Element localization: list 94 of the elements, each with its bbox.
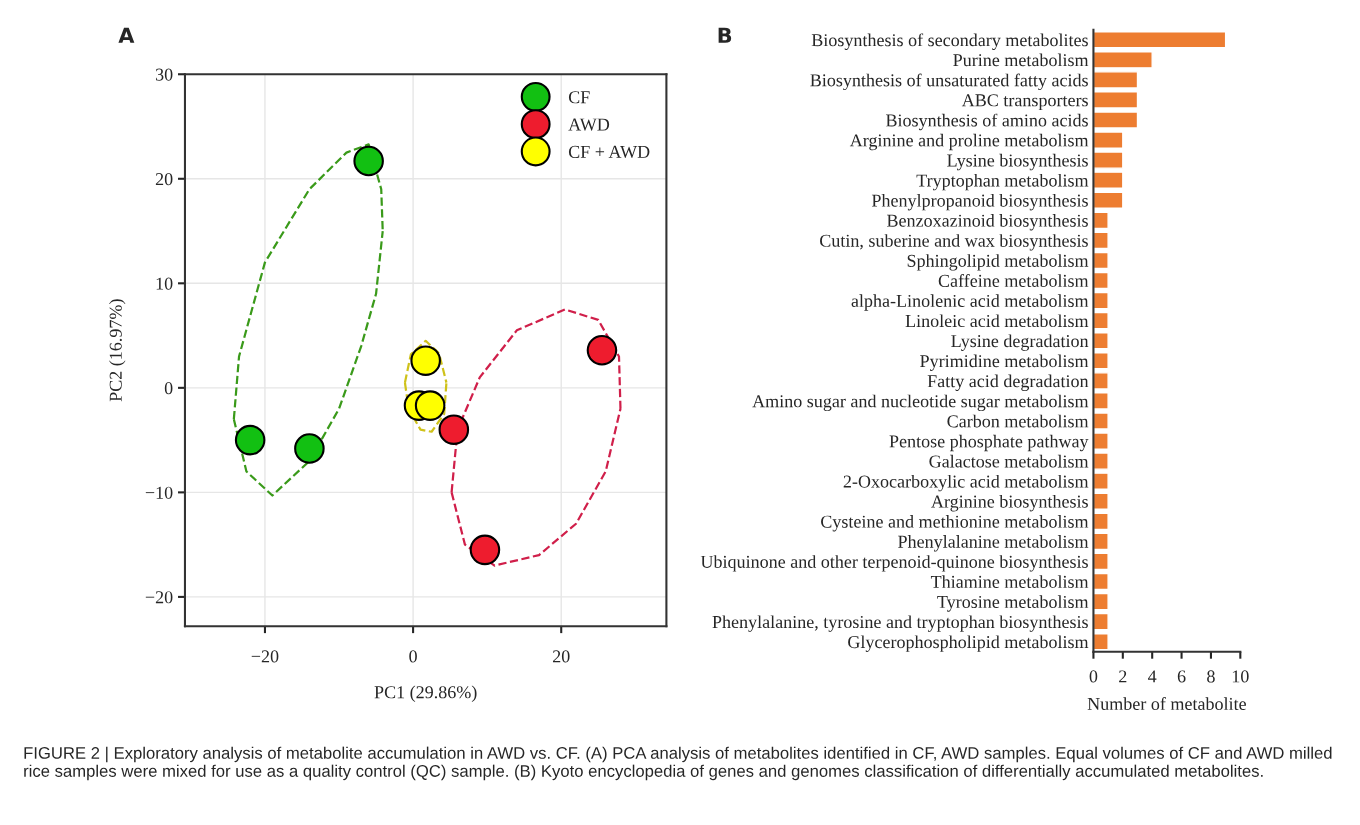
point	[586, 334, 618, 366]
x-axis-title: Number of metabolite	[1087, 697, 1246, 710]
bar	[1093, 291, 1109, 310]
y-tick-label: −10	[145, 486, 173, 499]
text: B	[718, 27, 732, 43]
y-tick-label: Linoleic acid metabolism	[905, 314, 1089, 328]
y-tick-label: Phenylalanine metabolism	[898, 535, 1089, 552]
x-tick-label: 8	[1207, 670, 1215, 683]
y-tick-label: Phenylpropanoid biosynthesis	[871, 194, 1088, 211]
bar	[1093, 311, 1109, 330]
bar	[1093, 472, 1109, 490]
bar	[1093, 512, 1109, 531]
bar	[1093, 372, 1109, 390]
y-tick-label: Cysteine and methionine metabolism	[821, 515, 1089, 532]
y-axis-title: PC2 (16.97%)	[109, 299, 126, 402]
y-tick-label: Glycerophospholipid metabolism	[848, 635, 1089, 652]
bar	[1093, 91, 1139, 109]
bar	[1093, 412, 1109, 430]
bar	[1093, 632, 1109, 651]
y-tick-label: Arginine and proline metabolism	[849, 133, 1089, 151]
y-tick-label: Biosynthesis of amino acids	[885, 113, 1088, 131]
bar	[1093, 352, 1109, 370]
bar	[1093, 31, 1227, 49]
y-tick-label: Tyrosine metabolism	[937, 595, 1089, 612]
y-tick-label: 2-Oxocarboxylic acid metabolism	[843, 474, 1089, 492]
point	[294, 433, 325, 464]
y-tick-label: −20	[145, 591, 173, 604]
bar	[1093, 332, 1109, 350]
bar	[1093, 572, 1109, 591]
x-tick-label: 6	[1177, 670, 1186, 683]
y-tick-label: Carbon metabolism	[947, 414, 1089, 428]
y-tick-label: Pentose phosphate pathway	[889, 434, 1089, 452]
bar	[1093, 612, 1109, 631]
point	[353, 145, 384, 177]
bar	[1093, 271, 1109, 290]
x-tick-label: 20	[552, 650, 570, 663]
y-tick-label: 10	[156, 277, 173, 290]
y-tick-label: 30	[155, 68, 173, 81]
y-tick-label: Benzoxazinoid biosynthesis	[887, 214, 1088, 231]
x-axis-title: PC1 (29.86%)	[374, 685, 477, 702]
x-tick-label: 0	[1089, 670, 1098, 683]
bar	[1093, 211, 1109, 230]
bar	[1093, 392, 1109, 410]
bar	[1093, 552, 1109, 571]
y-tick-label: Biosynthesis of unsaturated fatty acids	[810, 73, 1088, 91]
y-tick-label: Ubiquinone and other terpenoid-quinone biosynthesis	[700, 555, 1088, 572]
bar	[1093, 492, 1109, 510]
y-tick-label: Lysine degradation	[951, 334, 1089, 351]
y-tick-label: Tryptophan metabolism	[916, 173, 1089, 191]
bar	[1093, 71, 1139, 89]
x-tick-label: 2	[1119, 670, 1127, 683]
point	[469, 534, 501, 566]
y-tick-label: Pyrimidine metabolism	[920, 354, 1089, 371]
y-tick-label: alpha-Linolenic acid metabolism	[851, 294, 1089, 311]
legend-label: AWD	[568, 118, 610, 131]
bar	[1093, 452, 1109, 470]
x-tick-label: 10	[1232, 670, 1249, 683]
bar	[1093, 231, 1109, 250]
point	[414, 390, 446, 421]
y-tick-label: ABC transporters	[961, 94, 1088, 111]
point	[234, 424, 266, 456]
y-tick-label: Sphingolipid metabolism	[907, 254, 1089, 271]
bar	[1093, 171, 1124, 189]
bar	[1093, 111, 1139, 129]
legend-label: CF + AWD	[568, 145, 650, 159]
y-tick-label: Amino sugar and nucleotide sugar metabolism	[752, 394, 1089, 412]
legend-label: CF	[568, 91, 590, 104]
bar	[1093, 532, 1109, 551]
x-tick-label: −20	[251, 650, 279, 663]
bar	[1093, 251, 1109, 270]
y-tick-label: Fatty acid degradation	[927, 374, 1089, 392]
y-tick-label: Caffeine metabolism	[938, 274, 1089, 287]
y-tick-label: Cutin, suberine and wax biosynthesis	[820, 234, 1088, 251]
caption: FIGURE 2 | Exploratory analysis of metabolite accumulation in AWD vs. CF. (A) PCA analysis of metabolites identified in CF, AWD samples. Equal volumes of CF and AWD milled rice samples were mixed for use as a quality control (QC) sample. (B) Kyoto encyclopedia of genes and genomes classification of differentially accumulated metabolites.	[24, 746, 1332, 781]
bar	[1093, 191, 1124, 209]
bar	[1093, 592, 1109, 611]
bar	[1093, 51, 1153, 69]
x-tick-label: 4	[1148, 670, 1157, 683]
y-tick-label: Galactose metabolism	[929, 454, 1089, 468]
bar	[1093, 151, 1124, 169]
y-tick-label: 20	[155, 173, 173, 186]
y-tick-label: Thiamine metabolism	[930, 575, 1089, 588]
bar	[1093, 131, 1124, 149]
point	[410, 345, 441, 376]
y-tick-label: Lysine biosynthesis	[947, 153, 1088, 171]
y-tick-label: Biosynthesis of secondary metabolites	[811, 33, 1088, 50]
chart-title: A	[118, 27, 135, 43]
y-tick-label: Phenylalanine, tyrosine and tryptophan biosynthesis	[712, 615, 1088, 632]
bar	[1093, 432, 1109, 450]
y-tick-label: Arginine biosynthesis	[931, 494, 1088, 512]
y-tick-label: Purine metabolism	[953, 53, 1089, 67]
y-tick-label: 0	[164, 382, 173, 395]
point	[438, 414, 470, 445]
x-tick-label: 0	[409, 650, 417, 663]
